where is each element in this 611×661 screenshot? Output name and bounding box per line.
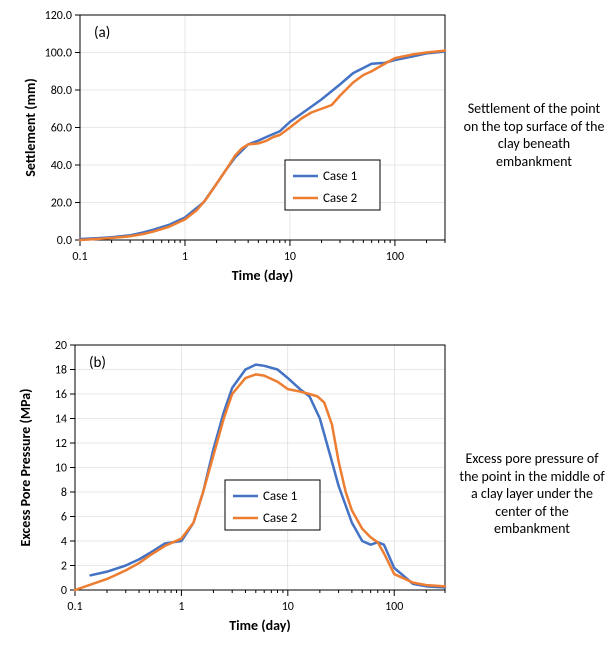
svg-text:0.1: 0.1	[67, 600, 82, 614]
svg-text:Time (day): Time (day)	[229, 617, 291, 634]
svg-text:40.0: 40.0	[51, 159, 72, 173]
svg-text:10: 10	[284, 250, 296, 264]
caption-b-text: Excess pore pressure ofthe point in the …	[459, 450, 604, 537]
chart-a-svg: 0.0 20.0 40.0 60.0 80.0 100.0 120.0 0.1 1 10 100 Ca…	[10, 0, 480, 295]
svg-text:(b): (b)	[89, 354, 106, 372]
chart-a-panel: 0.0 20.0 40.0 60.0 80.0 100.0 120.0 0.1 1 10 100 Ca…	[10, 0, 480, 300]
svg-text:Case 2: Case 2	[263, 511, 298, 526]
svg-text:0.0: 0.0	[57, 234, 72, 248]
caption-b: Excess pore pressure ofthe point in the …	[457, 450, 607, 538]
svg-text:0: 0	[61, 584, 67, 598]
chart-b-svg: 0 2 4 6 8 10 12 14 16 18 20 0.1 1 10 100 Case 1 Case 2 Ti…	[10, 330, 480, 645]
caption-a: Settlement of the pointon the top surfac…	[460, 100, 608, 170]
svg-text:2: 2	[61, 560, 67, 574]
svg-text:20.0: 20.0	[51, 197, 72, 211]
svg-text:Case 1: Case 1	[323, 169, 357, 184]
svg-text:8: 8	[61, 486, 67, 500]
svg-text:60.0: 60.0	[51, 122, 72, 136]
caption-a-text: Settlement of the pointon the top surfac…	[464, 100, 605, 170]
svg-text:100: 100	[386, 250, 404, 264]
svg-text:10: 10	[282, 600, 294, 614]
svg-text:Case 1: Case 1	[263, 489, 297, 504]
svg-text:100: 100	[385, 600, 403, 614]
svg-text:1: 1	[178, 600, 184, 614]
svg-text:10: 10	[55, 462, 67, 476]
chart-b-panel: 0 2 4 6 8 10 12 14 16 18 20 0.1 1 10 100 Case 1 Case 2 Ti…	[10, 330, 480, 650]
svg-text:Excess Pore Pressure (MPa): Excess Pore Pressure (MPa)	[17, 388, 34, 546]
svg-text:1: 1	[182, 250, 188, 264]
svg-text:120.0: 120.0	[45, 9, 72, 23]
figure-container: 0.020.040.060.080.0100.0120.00.1110100Ca…	[0, 0, 611, 661]
svg-text:20: 20	[55, 339, 67, 353]
svg-text:12: 12	[55, 437, 67, 451]
svg-text:16: 16	[55, 388, 67, 402]
svg-text:Time (day): Time (day)	[232, 267, 294, 284]
svg-text:18: 18	[55, 364, 67, 378]
svg-text:100.0: 100.0	[45, 47, 72, 61]
svg-text:Case 2: Case 2	[323, 191, 358, 206]
svg-text:4: 4	[61, 535, 67, 549]
svg-text:14: 14	[55, 413, 67, 427]
svg-text:6: 6	[61, 511, 67, 525]
svg-text:Settlement (mm): Settlement (mm)	[22, 78, 39, 177]
svg-text:80.0: 80.0	[51, 84, 72, 98]
svg-text:(a): (a)	[94, 24, 110, 42]
svg-text:0.1: 0.1	[72, 250, 87, 264]
